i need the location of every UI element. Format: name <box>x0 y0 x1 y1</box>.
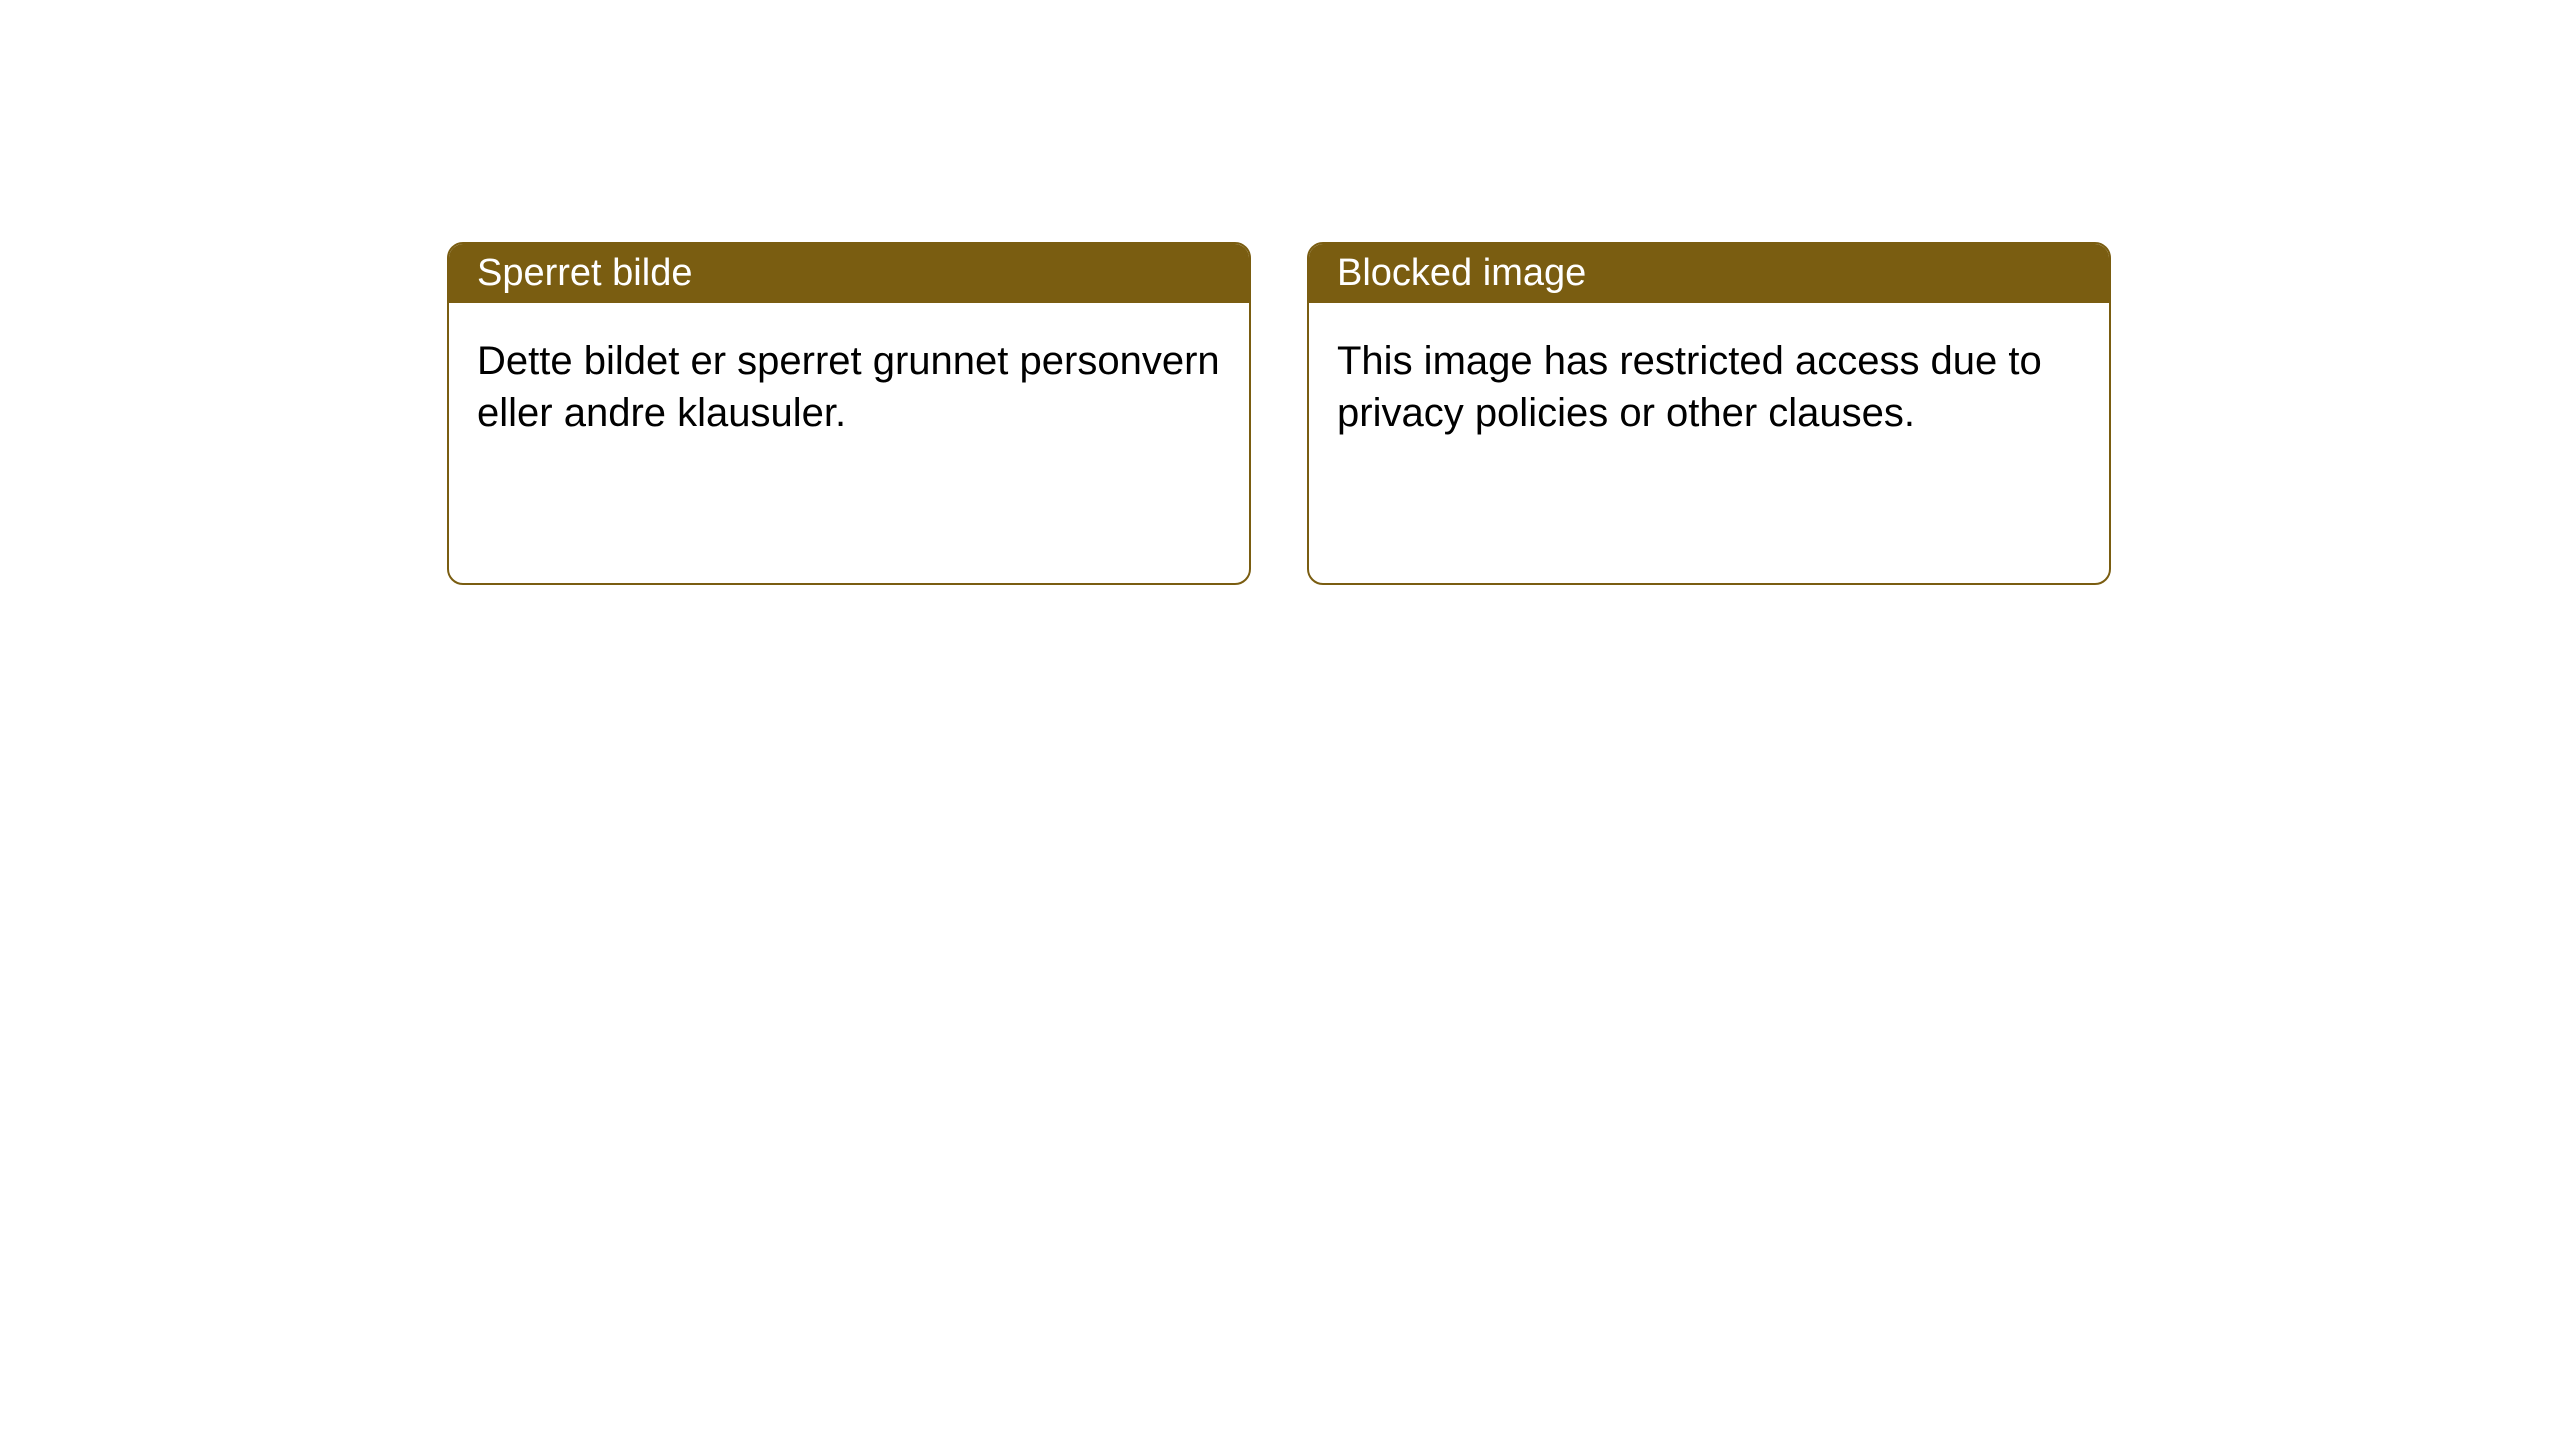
notice-header-english: Blocked image <box>1309 244 2109 303</box>
notice-card-norwegian: Sperret bilde Dette bildet er sperret gr… <box>447 242 1251 585</box>
notice-header-norwegian: Sperret bilde <box>449 244 1249 303</box>
notice-card-english: Blocked image This image has restricted … <box>1307 242 2111 585</box>
notice-body-english: This image has restricted access due to … <box>1309 303 2109 583</box>
notice-body-norwegian: Dette bildet er sperret grunnet personve… <box>449 303 1249 583</box>
notice-container: Sperret bilde Dette bildet er sperret gr… <box>447 242 2111 585</box>
